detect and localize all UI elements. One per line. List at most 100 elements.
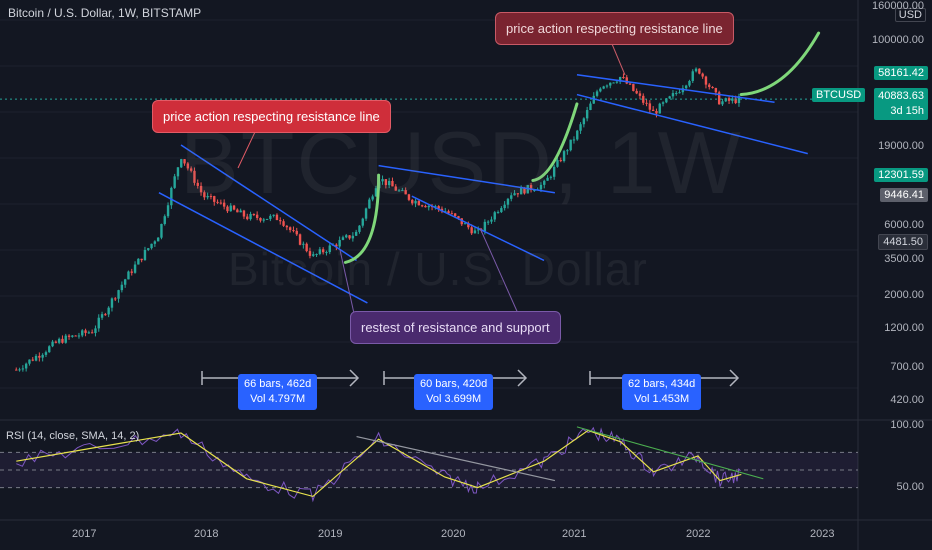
candle-body [64,335,67,343]
candle-body [44,352,48,355]
range-bars-2: 60 bars, 420d [420,378,488,390]
range-arrow [517,369,528,387]
candle-body [94,328,97,334]
rsi-title: RSI (14, close, SMA, 14, 2) [6,430,140,442]
candle-body [387,180,391,186]
candle-body [180,159,183,168]
candle-body [48,346,51,353]
candle-body [229,205,232,212]
candle-body [213,196,216,202]
candle-body [246,216,249,220]
candle-body [595,91,599,96]
candle-body [328,245,331,253]
candle-body [566,150,569,152]
symbol-tag: BTCUSD [812,88,866,102]
price-tick: 2000.00 [884,289,924,301]
candle-body [533,190,536,192]
year-tick: 2022 [686,528,711,540]
price-tag-mid: 12301.59 [874,168,928,182]
candle-body [137,258,140,265]
candle-body [658,103,661,114]
candle-body [374,188,378,197]
price-tag-bottom: 4481.50 [878,234,928,250]
candle-body [463,223,467,225]
candle-body [582,118,586,125]
candle-body [163,216,166,224]
callout-resistance-right[interactable]: price action respecting resistance line [495,12,734,45]
candle-body [361,218,364,226]
candle-body [18,369,21,371]
candle-body [632,84,635,91]
candle-body [38,355,41,358]
candle-body [602,86,605,89]
candle-body [477,229,480,231]
candle-body [684,85,688,89]
candle-body [209,196,213,198]
price-tick: 420.00 [890,394,924,406]
candle-body [635,90,638,94]
candle-body [427,205,430,208]
price-tick: 160000.00 [872,0,924,12]
candle-body [648,103,652,110]
candle-body [493,212,496,220]
candle-body [31,359,34,361]
candle-body [381,179,384,182]
candle-body [24,363,28,369]
candle-body [559,160,562,162]
candle-body [127,271,130,280]
candle-body [41,354,44,358]
candle-body [516,193,520,195]
range-stat-1[interactable]: 66 bars, 462d Vol 4.797M [238,374,318,410]
callout-resistance-left[interactable]: price action respecting resistance line [152,100,391,133]
callout-pointer [611,43,626,76]
candle-body [668,96,671,99]
candle-body [691,71,694,81]
last-price-tag: 40883.63 3d 15h [874,88,928,120]
candle-body [599,88,602,92]
trendline-2-lower [411,195,545,262]
candle-body [549,176,553,178]
year-tick: 2020 [441,528,466,540]
candle-body [236,209,239,213]
candle-body [407,194,411,200]
candle-body [371,196,374,200]
candle-body [338,239,341,247]
candle-body [698,68,701,74]
candle-body [675,92,678,94]
candle-body [173,176,176,188]
candle-body [312,254,315,256]
candle-body [166,205,170,217]
candle-body [226,206,229,212]
candle-body [661,102,665,104]
candle-body [206,196,209,198]
candle-body [87,332,91,334]
candle-body [424,205,427,208]
currency-label[interactable]: USD [894,8,926,22]
callout-retest[interactable]: restest of resistance and support [350,311,561,344]
candle-body [556,160,559,167]
candle-body [285,225,289,228]
candle-body [288,227,292,231]
callout-pointer [339,249,356,319]
candle-body [618,77,622,82]
candle-body [510,195,513,199]
candle-body [34,355,38,361]
candle-body [420,205,424,207]
range-vol-1: Vol 4.797M [250,393,306,405]
candle-body [688,80,691,86]
candle-body [645,102,648,104]
candle-body [615,81,619,83]
candle-body [100,314,104,318]
candle-body [401,190,404,192]
candle-body [275,214,279,221]
candle-body [262,219,265,221]
rsi-trendline [576,426,764,480]
range-stat-3[interactable]: 62 bars, 434d Vol 1.453M [622,374,702,410]
candle-body [539,184,543,190]
candle-body [341,237,345,240]
candle-body [265,218,269,220]
projection-curve [343,173,381,264]
candle-body [279,220,282,222]
range-stat-2[interactable]: 60 bars, 420d Vol 3.699M [414,374,494,410]
